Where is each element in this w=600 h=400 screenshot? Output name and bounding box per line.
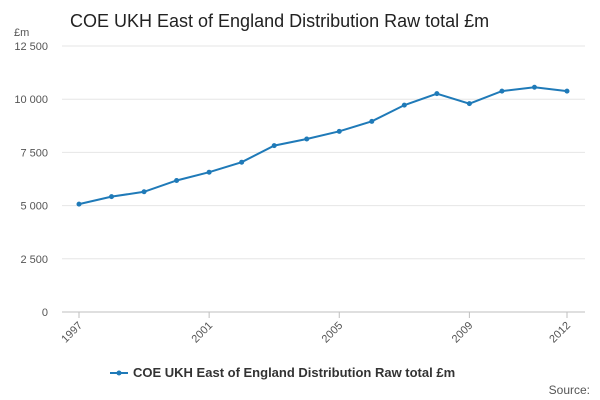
data-point[interactable] xyxy=(304,136,310,142)
data-point[interactable] xyxy=(174,177,180,183)
y-axis-unit-label: £m xyxy=(14,27,29,39)
legend-dot-marker xyxy=(116,370,122,376)
data-point[interactable] xyxy=(369,118,375,124)
data-point[interactable] xyxy=(109,194,115,200)
source-label: Source: xyxy=(549,383,590,397)
y-tick-label: 7 500 xyxy=(20,147,48,159)
data-point[interactable] xyxy=(336,128,342,134)
data-point[interactable] xyxy=(434,91,440,97)
y-tick-label: 12 500 xyxy=(14,41,48,53)
x-tick-label: 1997 xyxy=(59,320,85,346)
legend-label: COE UKH East of England Distribution Raw… xyxy=(133,365,455,380)
y-tick-label: 5 000 xyxy=(20,201,48,213)
data-point[interactable] xyxy=(271,143,277,149)
x-tick-label: 2001 xyxy=(189,320,215,346)
data-point[interactable] xyxy=(76,201,82,207)
data-point[interactable] xyxy=(401,102,407,108)
y-tick-label: 0 xyxy=(42,307,48,319)
y-axis-ticks: 0 2 500 5 000 7 500 10 000 12 500 xyxy=(14,41,48,319)
legend[interactable]: COE UKH East of England Distribution Raw… xyxy=(110,365,455,380)
data-point[interactable] xyxy=(466,101,472,107)
data-point[interactable] xyxy=(499,88,505,94)
grid-lines xyxy=(62,45,585,260)
data-point[interactable] xyxy=(239,159,245,165)
data-point[interactable] xyxy=(564,88,570,94)
chart-title: COE UKH East of England Distribution Raw… xyxy=(70,11,489,31)
x-tick-label: 2009 xyxy=(450,320,476,346)
x-tick-label: 2012 xyxy=(547,320,573,346)
data-point[interactable] xyxy=(206,169,212,175)
series-line xyxy=(78,86,568,206)
y-tick-label: 2 500 xyxy=(20,254,48,266)
x-tick-label: 2005 xyxy=(320,320,346,346)
data-point[interactable] xyxy=(141,189,147,195)
data-point[interactable] xyxy=(531,84,537,90)
x-axis-ticks: 1997 2001 2005 2009 2012 xyxy=(59,312,573,345)
y-tick-label: 10 000 xyxy=(14,94,48,106)
series-group xyxy=(76,84,570,207)
